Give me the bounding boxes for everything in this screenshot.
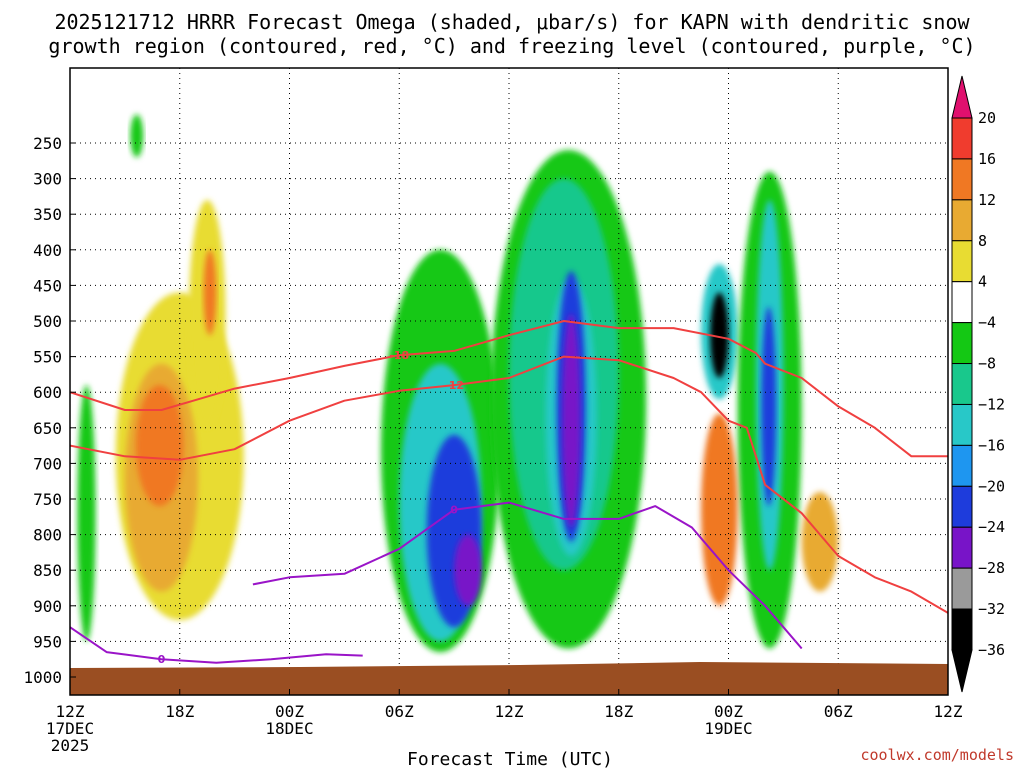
y-tick-label-1000: 1000 bbox=[23, 668, 62, 687]
colorbar-segment-2 bbox=[951, 199, 973, 242]
omega-region-15 bbox=[710, 292, 729, 378]
y-tick-label-500: 500 bbox=[33, 312, 62, 331]
y-tick-label-650: 650 bbox=[33, 419, 62, 438]
plot-area: -18 -12 0 0 bbox=[69, 67, 949, 696]
omega-region-4 bbox=[203, 249, 217, 336]
x-tick-label-36-1: 19DEC bbox=[704, 719, 752, 738]
x-tick-label-36-0: 00Z bbox=[714, 702, 743, 721]
x-tick-label-0-0: 12Z bbox=[56, 702, 85, 721]
y-tick-label-250: 250 bbox=[33, 134, 62, 153]
chart-title-line-2: growth region (contoured, red, °C) and f… bbox=[48, 34, 975, 58]
x-tick-label-12-0: 00Z bbox=[275, 702, 304, 721]
x-tick-label-30-0: 18Z bbox=[604, 702, 633, 721]
colorbar-segment-9 bbox=[951, 485, 973, 528]
surface-terrain bbox=[70, 662, 948, 695]
colorbar-segment-12 bbox=[951, 608, 973, 651]
y-tick-label-700: 700 bbox=[33, 454, 62, 473]
colorbar-segment-5 bbox=[951, 322, 973, 365]
freezing-contour-label-0: 0 bbox=[450, 504, 458, 517]
x-tick-label-42-0: 06Z bbox=[824, 702, 853, 721]
omega-region-18 bbox=[761, 306, 777, 507]
dendritic-contour-0 bbox=[70, 320, 948, 458]
temperature-contours: -18 -12 0 0 bbox=[70, 320, 948, 666]
omega-region-20 bbox=[801, 491, 839, 592]
y-tick-label-350: 350 bbox=[33, 205, 62, 224]
colorbar-segment-6 bbox=[951, 363, 973, 405]
dendritic-contour-1 bbox=[70, 355, 948, 614]
freezing-contour-0 bbox=[252, 501, 803, 650]
colorbar-label-7: −12 bbox=[978, 395, 1005, 413]
colorbar-segment-8 bbox=[951, 444, 973, 487]
x-tick-label-6-0: 18Z bbox=[165, 702, 194, 721]
y-tick-label-950: 950 bbox=[33, 632, 62, 651]
colorbar-label-8: −16 bbox=[978, 436, 1005, 454]
y-tick-label-550: 550 bbox=[33, 348, 62, 367]
colorbar-bottom-arrow bbox=[951, 649, 973, 693]
x-tick-label-0-2: 2025 bbox=[51, 736, 90, 755]
y-tick-label-450: 450 bbox=[33, 276, 62, 295]
freezing-contour-label-1: 0 bbox=[158, 653, 166, 666]
omega-region-22 bbox=[130, 114, 144, 158]
chart-title-line-1: 2025121712 HRRR Forecast Omega (shaded, … bbox=[54, 10, 970, 34]
terrain-fill bbox=[70, 662, 948, 695]
colorbar-top-arrow bbox=[951, 75, 973, 119]
colorbar-segment-3 bbox=[951, 240, 973, 283]
y-tick-label-400: 400 bbox=[33, 241, 62, 260]
y-tick-label-600: 600 bbox=[33, 383, 62, 402]
x-tick-label-12-1: 18DEC bbox=[265, 719, 313, 738]
omega-region-8 bbox=[454, 534, 482, 606]
colorbar-label-9: −20 bbox=[978, 477, 1005, 495]
omega-region-21 bbox=[77, 385, 96, 642]
colorbar-segment-1 bbox=[951, 158, 973, 201]
colorbar-label-1: 16 bbox=[978, 150, 996, 168]
dendritic-contour-label-0: -18 bbox=[389, 349, 409, 362]
dendritic-contour-label-1: -12 bbox=[444, 379, 464, 392]
y-tick-label-300: 300 bbox=[33, 170, 62, 189]
colorbar-label-2: 12 bbox=[978, 191, 996, 209]
colorbar-label-10: −24 bbox=[978, 518, 1005, 536]
credit-text: coolwx.com/models bbox=[860, 746, 1014, 764]
colorbar-legend: 20 16 12 8 4 −4 −8 −12 −16 −20 −24 −28 −32 −36 bbox=[951, 75, 1005, 693]
omega-region-19 bbox=[701, 413, 738, 606]
colorbar-label-11: −28 bbox=[978, 559, 1005, 577]
colorbar-label-4: 4 bbox=[978, 273, 987, 291]
x-axis-title: Forecast Time (UTC) bbox=[407, 749, 613, 768]
colorbar-segment-0 bbox=[951, 117, 973, 160]
colorbar-label-12: −32 bbox=[978, 600, 1005, 618]
x-tick-label-0-1: 17DEC bbox=[46, 719, 94, 738]
x-tick-label-18-0: 06Z bbox=[385, 702, 414, 721]
x-tick-label-48-0: 12Z bbox=[934, 702, 963, 721]
colorbar-segment-4 bbox=[951, 281, 973, 324]
colorbar-segment-7 bbox=[951, 403, 973, 446]
y-tick-label-800: 800 bbox=[33, 526, 62, 545]
y-axis-pressure-labels: 250 300 350 400 450 500 550 600 650 700 750 800 850 9… bbox=[23, 134, 76, 687]
omega-region-13 bbox=[562, 313, 581, 528]
y-tick-label-900: 900 bbox=[33, 597, 62, 616]
colorbar-label-13: −36 bbox=[978, 641, 1005, 659]
x-tick-label-24-0: 12Z bbox=[495, 702, 524, 721]
colorbar-label-5: −4 bbox=[978, 314, 996, 332]
omega-region-2 bbox=[135, 385, 184, 507]
y-tick-label-850: 850 bbox=[33, 561, 62, 580]
y-tick-label-750: 750 bbox=[33, 490, 62, 509]
freezing-contour-1 bbox=[70, 626, 363, 664]
colorbar-label-3: 8 bbox=[978, 232, 987, 250]
colorbar-segment-11 bbox=[951, 567, 973, 610]
colorbar-label-0: 20 bbox=[978, 109, 996, 127]
colorbar-label-6: −8 bbox=[978, 355, 996, 373]
colorbar-segment-10 bbox=[951, 526, 973, 569]
